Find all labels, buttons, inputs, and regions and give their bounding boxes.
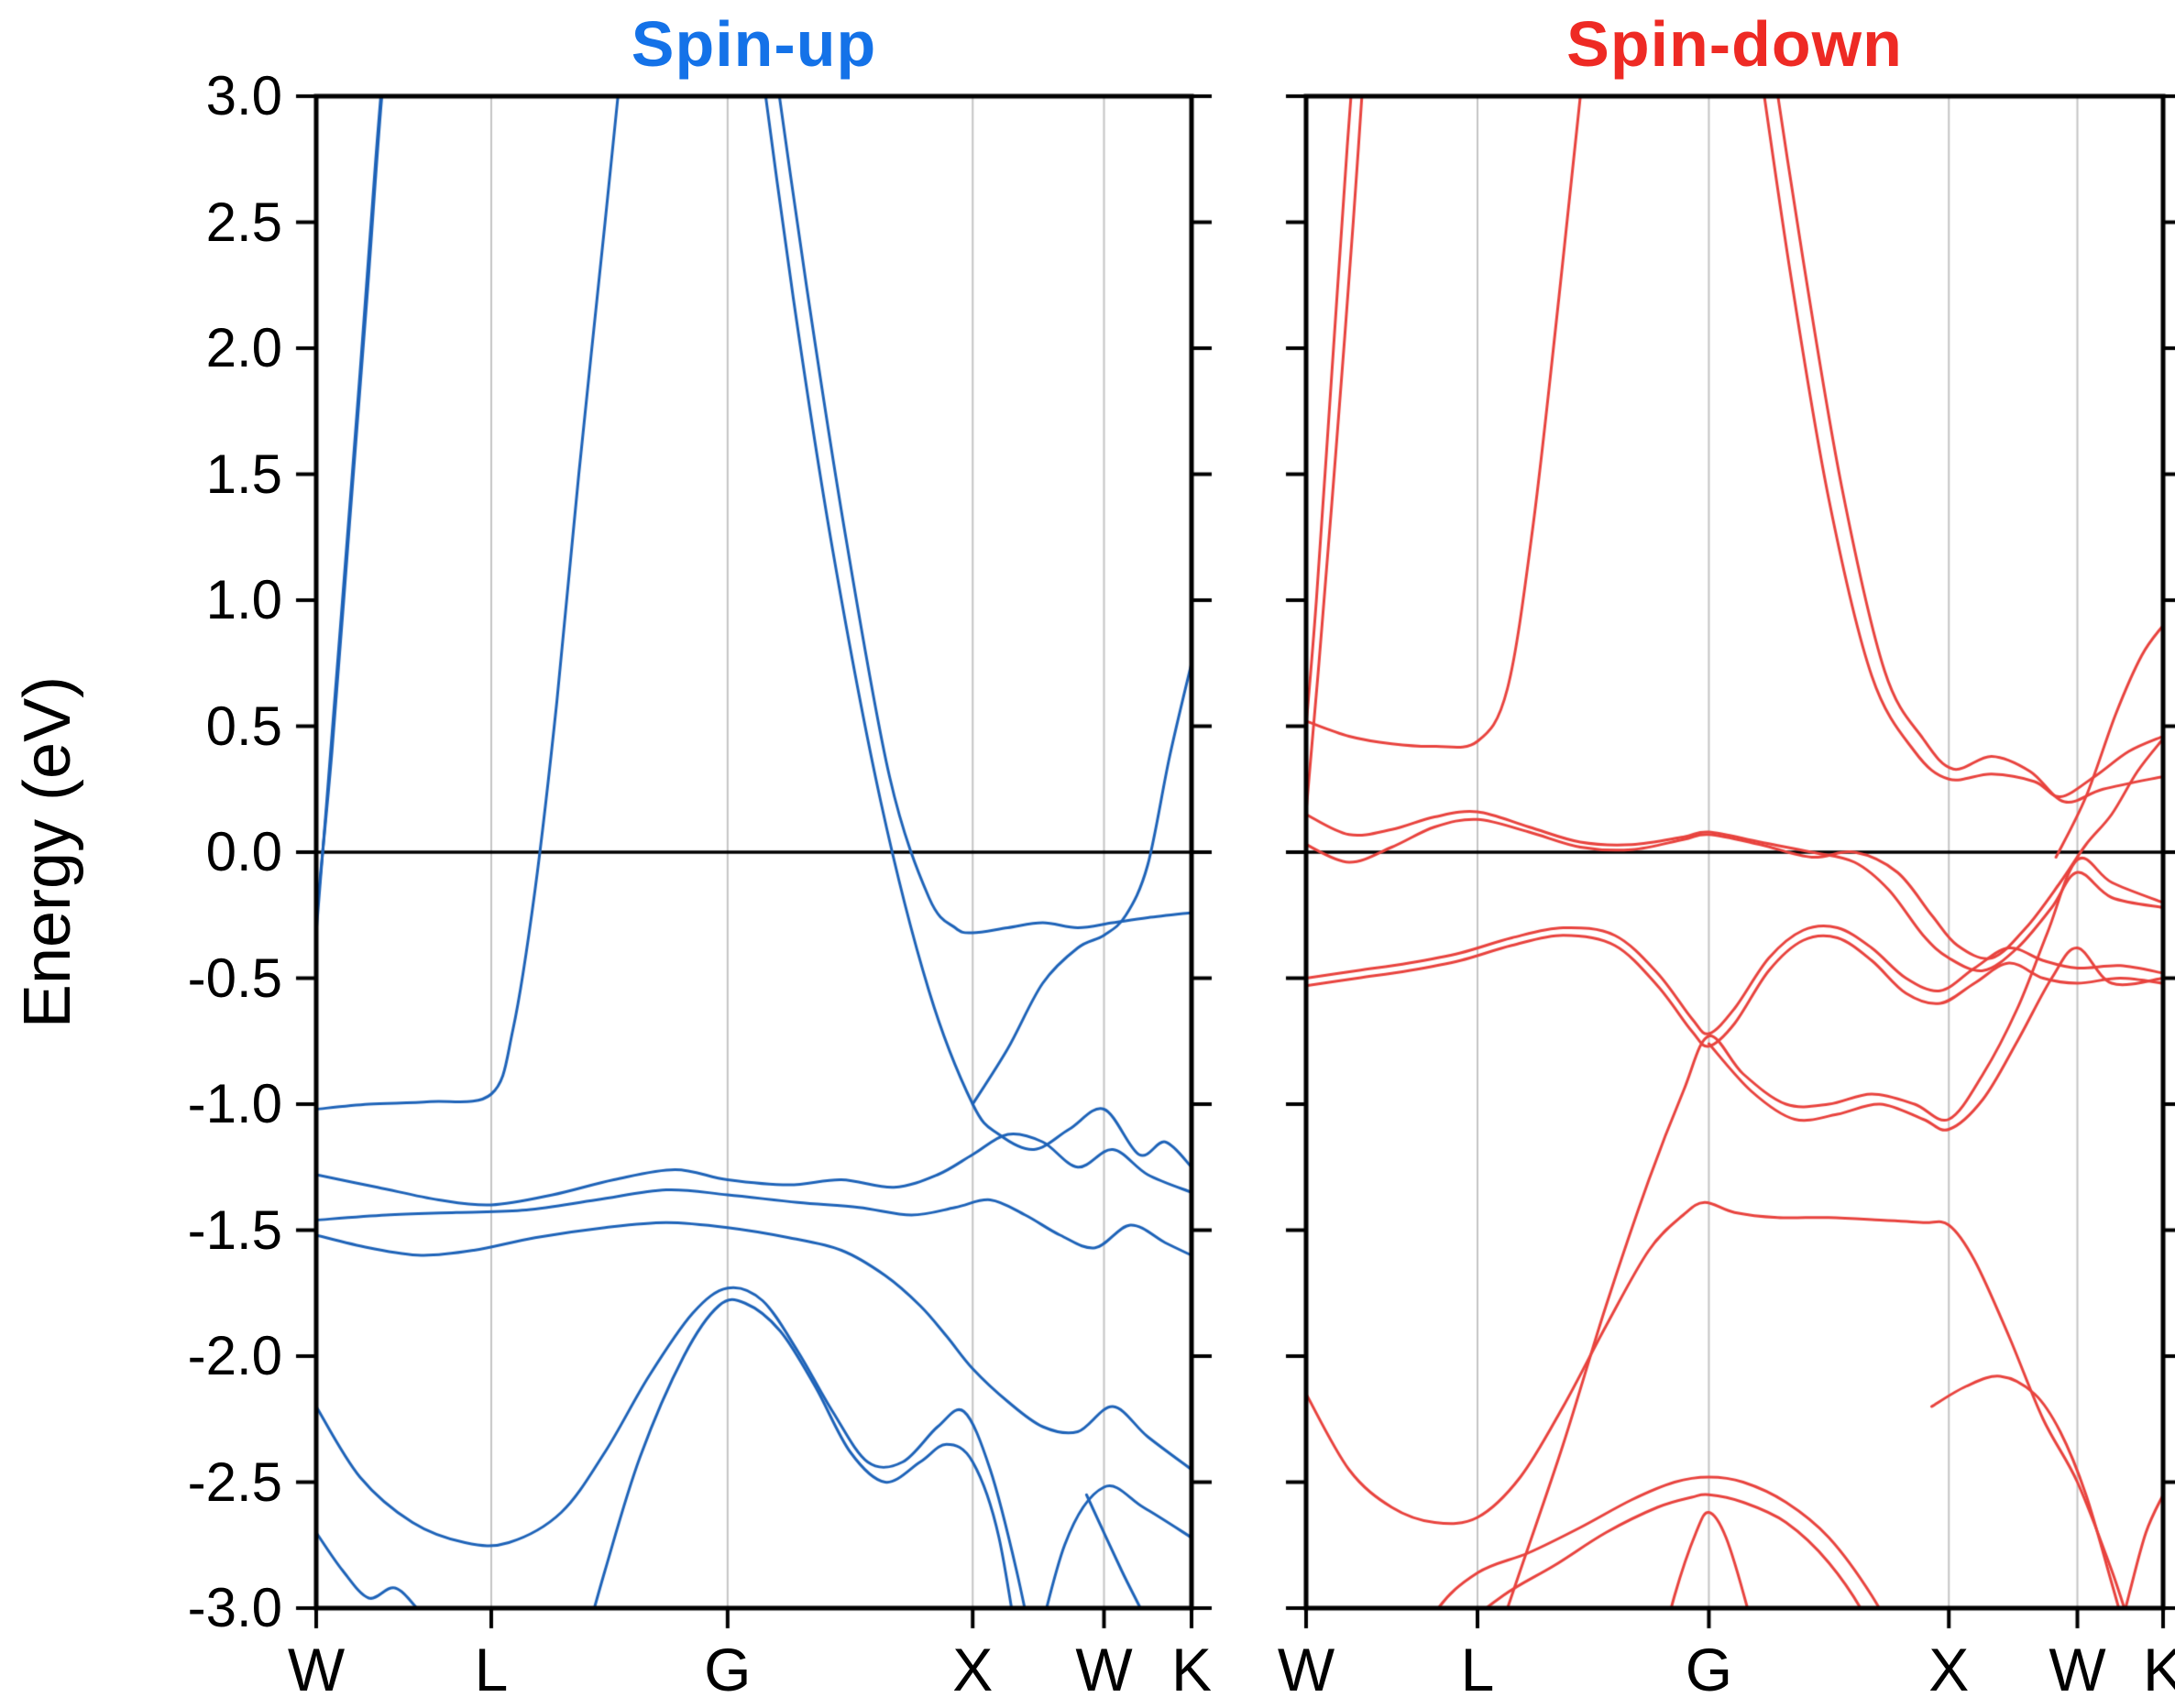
y-tick-label: -2.0: [187, 1325, 282, 1386]
y-tick-label: 2.0: [205, 317, 282, 378]
x-tick-label-L: L: [1460, 1636, 1495, 1703]
spin-up-bands-canvas: [287, 67, 1221, 1637]
x-tick-label-W: W: [2049, 1636, 2106, 1703]
y-axis-label: Energy (eV): [11, 675, 84, 1029]
x-tick-label-X: X: [952, 1636, 994, 1703]
x-tick-label-K: K: [1170, 1636, 1213, 1703]
y-tick-label: -1.5: [187, 1199, 282, 1261]
x-tick-label-X: X: [1928, 1636, 1970, 1703]
y-tick-label: -2.5: [187, 1451, 282, 1513]
x-tick-label-W: W: [287, 1636, 346, 1703]
y-tick-label: 3.0: [205, 65, 282, 126]
y-tick-label: -1.0: [187, 1073, 282, 1134]
x-tick-label-G: G: [1685, 1636, 1733, 1703]
y-tick-label: 0.0: [205, 821, 282, 882]
x-tick-label-K: K: [2142, 1636, 2175, 1703]
y-tick-label: -3.0: [187, 1577, 282, 1638]
y-tick-label: 0.5: [205, 695, 282, 757]
y-tick-label: -0.5: [187, 947, 282, 1009]
y-tick-label: 2.5: [205, 191, 282, 253]
x-tick-label-W: W: [1075, 1636, 1133, 1703]
y-tick-label: 1.0: [205, 569, 282, 630]
x-tick-label-W: W: [1277, 1636, 1335, 1703]
y-tick-label: 1.5: [205, 443, 282, 505]
x-tick-label-G: G: [704, 1636, 752, 1703]
spin-down-bands-canvas: [1277, 67, 2175, 1637]
x-tick-label-L: L: [474, 1636, 509, 1703]
